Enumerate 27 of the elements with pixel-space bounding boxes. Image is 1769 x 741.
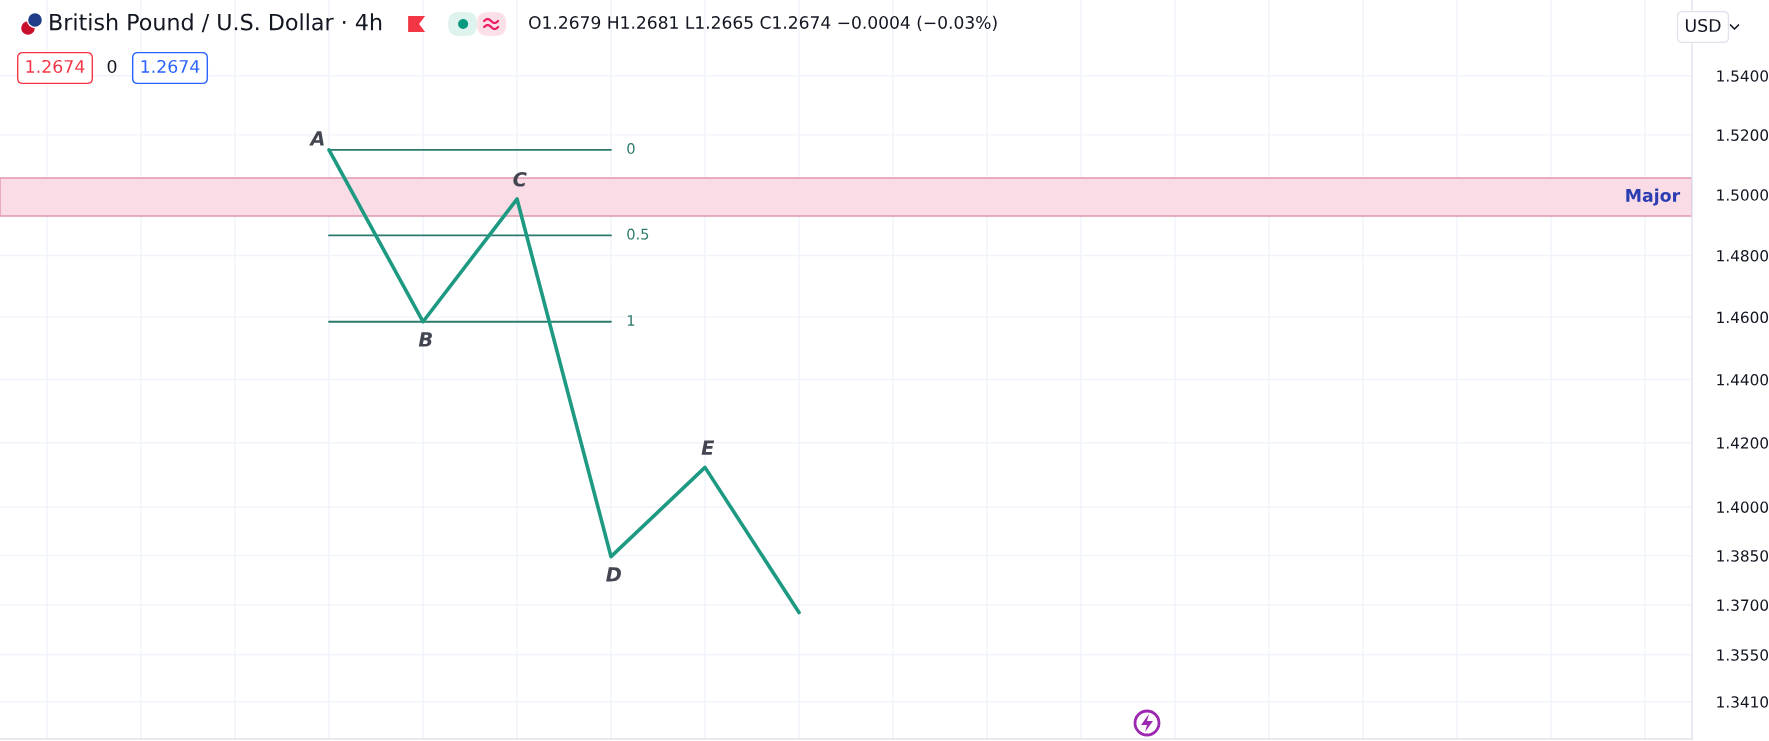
y-tick-label: 1.4200	[1717, 437, 1769, 449]
annotation: B	[418, 332, 432, 347]
annotation: 0	[107, 59, 117, 74]
series-label: 0	[627, 142, 635, 155]
y-tick-label: 1.4600	[1717, 311, 1769, 324]
y-tick-label: 1.3700	[1717, 599, 1769, 611]
annotation: USD	[1685, 18, 1721, 33]
series-label: 0.5	[627, 228, 649, 240]
y-tick-label: 1.5200	[1717, 129, 1769, 141]
series-label: 1	[627, 315, 635, 326]
band-label: Major	[1626, 188, 1681, 206]
annotation: D	[606, 567, 621, 582]
text: O1.2679 H1.2681 L1.2665 C1.2674 −0.0004 (−0.03%)	[529, 15, 997, 31]
y-tick-label: 1.4800	[1717, 250, 1769, 262]
y-tick-label: 1.3550	[1717, 649, 1769, 661]
y-tick-label: 1.3410	[1717, 696, 1769, 708]
y-tick-label: 1.4000	[1717, 501, 1769, 513]
annotation: 1.2674	[141, 59, 200, 74]
annotation: A	[309, 131, 324, 146]
annotation: 1.2674	[26, 59, 85, 74]
y-tick-label: 1.5000	[1717, 189, 1769, 201]
annotation: E	[701, 440, 715, 455]
y-tick-label: 1.3850	[1717, 550, 1769, 562]
text: British Pound / U.S. Dollar · 4h	[50, 13, 382, 33]
annotation: C	[513, 171, 527, 187]
y-tick-label: 1.4400	[1717, 373, 1769, 386]
y-tick-label: 1.5400	[1717, 70, 1769, 82]
